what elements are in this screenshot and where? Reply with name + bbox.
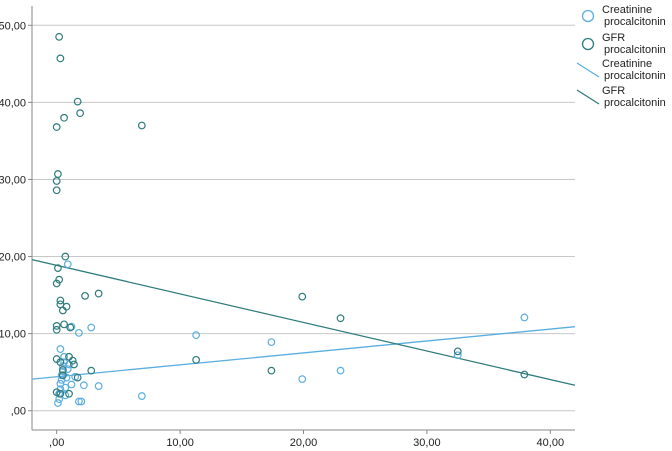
x-tick-label: 10,00 — [166, 437, 194, 449]
gfr-point — [52, 322, 61, 330]
gfr-point — [56, 389, 65, 398]
gfr-point — [55, 32, 64, 41]
creatinine-point — [63, 365, 72, 373]
gfr-point — [267, 366, 276, 375]
gfr-point — [70, 360, 78, 369]
creatinine-point — [298, 375, 307, 384]
legend-creatinine-line — [576, 62, 600, 78]
y-tick-label: 10,00 — [0, 329, 26, 341]
gfr-point — [56, 296, 65, 305]
gfr-fit-line — [31, 258, 576, 386]
gfr-point — [94, 289, 103, 298]
creatinine-point — [336, 366, 345, 375]
creatinine-point — [61, 383, 70, 392]
legend-gfr-marker — [581, 37, 595, 51]
gfr-point — [58, 365, 67, 374]
y-tick-label: ,00 — [11, 406, 26, 418]
x-tick-label: 40,00 — [537, 437, 565, 449]
gfr-point — [73, 373, 82, 382]
gfr-point — [62, 302, 71, 311]
gfr-point — [336, 314, 345, 323]
creatinine-point — [55, 395, 64, 404]
gfr-point — [520, 370, 529, 379]
gfr-point — [61, 252, 70, 261]
x-tick-label: ,00 — [49, 437, 64, 449]
gfr-point — [81, 291, 89, 300]
gfr-point — [52, 388, 61, 397]
data-points — [52, 32, 529, 407]
fit-lines — [31, 258, 576, 386]
gfr-point — [58, 371, 67, 380]
gfr-point — [68, 356, 77, 365]
legend-label: Creatinine procalcitonin — [602, 58, 666, 82]
gfr-point — [87, 366, 96, 375]
legend-label: GFR procalcitonin — [602, 32, 666, 56]
gfr-point — [52, 123, 61, 131]
y-tick-label: 50,00 — [0, 20, 26, 32]
creatinine-point — [267, 338, 276, 347]
gfr-point — [56, 358, 65, 367]
creatinine-point — [520, 313, 529, 322]
creatinine-point — [67, 380, 76, 389]
axis-layer: ,00 10,00 20,00 30,00 40,00 50,00 ,00 10,00 20,0… — [0, 6, 575, 449]
creatinine-point — [453, 351, 462, 360]
gfr-point — [66, 323, 75, 332]
gfr-point — [65, 389, 73, 398]
creatinine-point — [74, 397, 83, 406]
legend-creatinine-marker — [581, 9, 595, 23]
x-tick-label: 30,00 — [413, 437, 441, 449]
y-tick-label: 20,00 — [0, 252, 26, 264]
gfr-point — [56, 54, 65, 63]
gfr-point — [52, 279, 61, 288]
creatinine-point — [94, 382, 103, 390]
gfr-point — [58, 306, 67, 315]
y-tick-label: 30,00 — [0, 174, 26, 186]
gfr-point — [60, 113, 68, 122]
gfr-point — [52, 325, 61, 334]
legend-gfr-line — [576, 89, 600, 105]
gfr-point — [137, 121, 146, 130]
creatinine-point — [77, 397, 86, 406]
gfr-point — [65, 352, 73, 361]
gfr-point — [60, 320, 68, 329]
gfr-point — [298, 292, 307, 301]
gfr-point — [54, 170, 62, 178]
creatinine-point — [137, 392, 146, 400]
gfr-point — [52, 186, 61, 195]
y-tick-label: 40,00 — [0, 97, 26, 109]
creatinine-point — [56, 379, 65, 388]
gfr-point — [55, 275, 64, 284]
creatinine-point — [74, 328, 83, 337]
creatinine-point — [192, 331, 201, 340]
legend-label: GFR procalcitonin — [602, 85, 666, 109]
creatinine-point — [56, 345, 65, 353]
creatinine-point — [79, 381, 88, 390]
creatinine-point — [60, 352, 68, 361]
creatinine-point — [87, 323, 96, 332]
legend-label: Creatinine procalcitonin — [602, 4, 666, 28]
gfr-point — [52, 177, 61, 185]
creatinine-point — [61, 391, 70, 400]
gfr-point — [76, 109, 85, 118]
gfr-point — [73, 97, 82, 106]
creatinine-point — [63, 260, 72, 269]
creatinine-point — [57, 375, 66, 384]
gfr-point — [54, 264, 62, 273]
creatinine-point — [54, 399, 62, 407]
grid-layer — [32, 24, 575, 412]
creatinine-fit-line — [31, 326, 576, 380]
gfr-point — [192, 355, 201, 364]
x-tick-label: 20,00 — [290, 437, 318, 449]
gfr-point — [453, 347, 462, 356]
creatinine-point — [60, 358, 68, 367]
